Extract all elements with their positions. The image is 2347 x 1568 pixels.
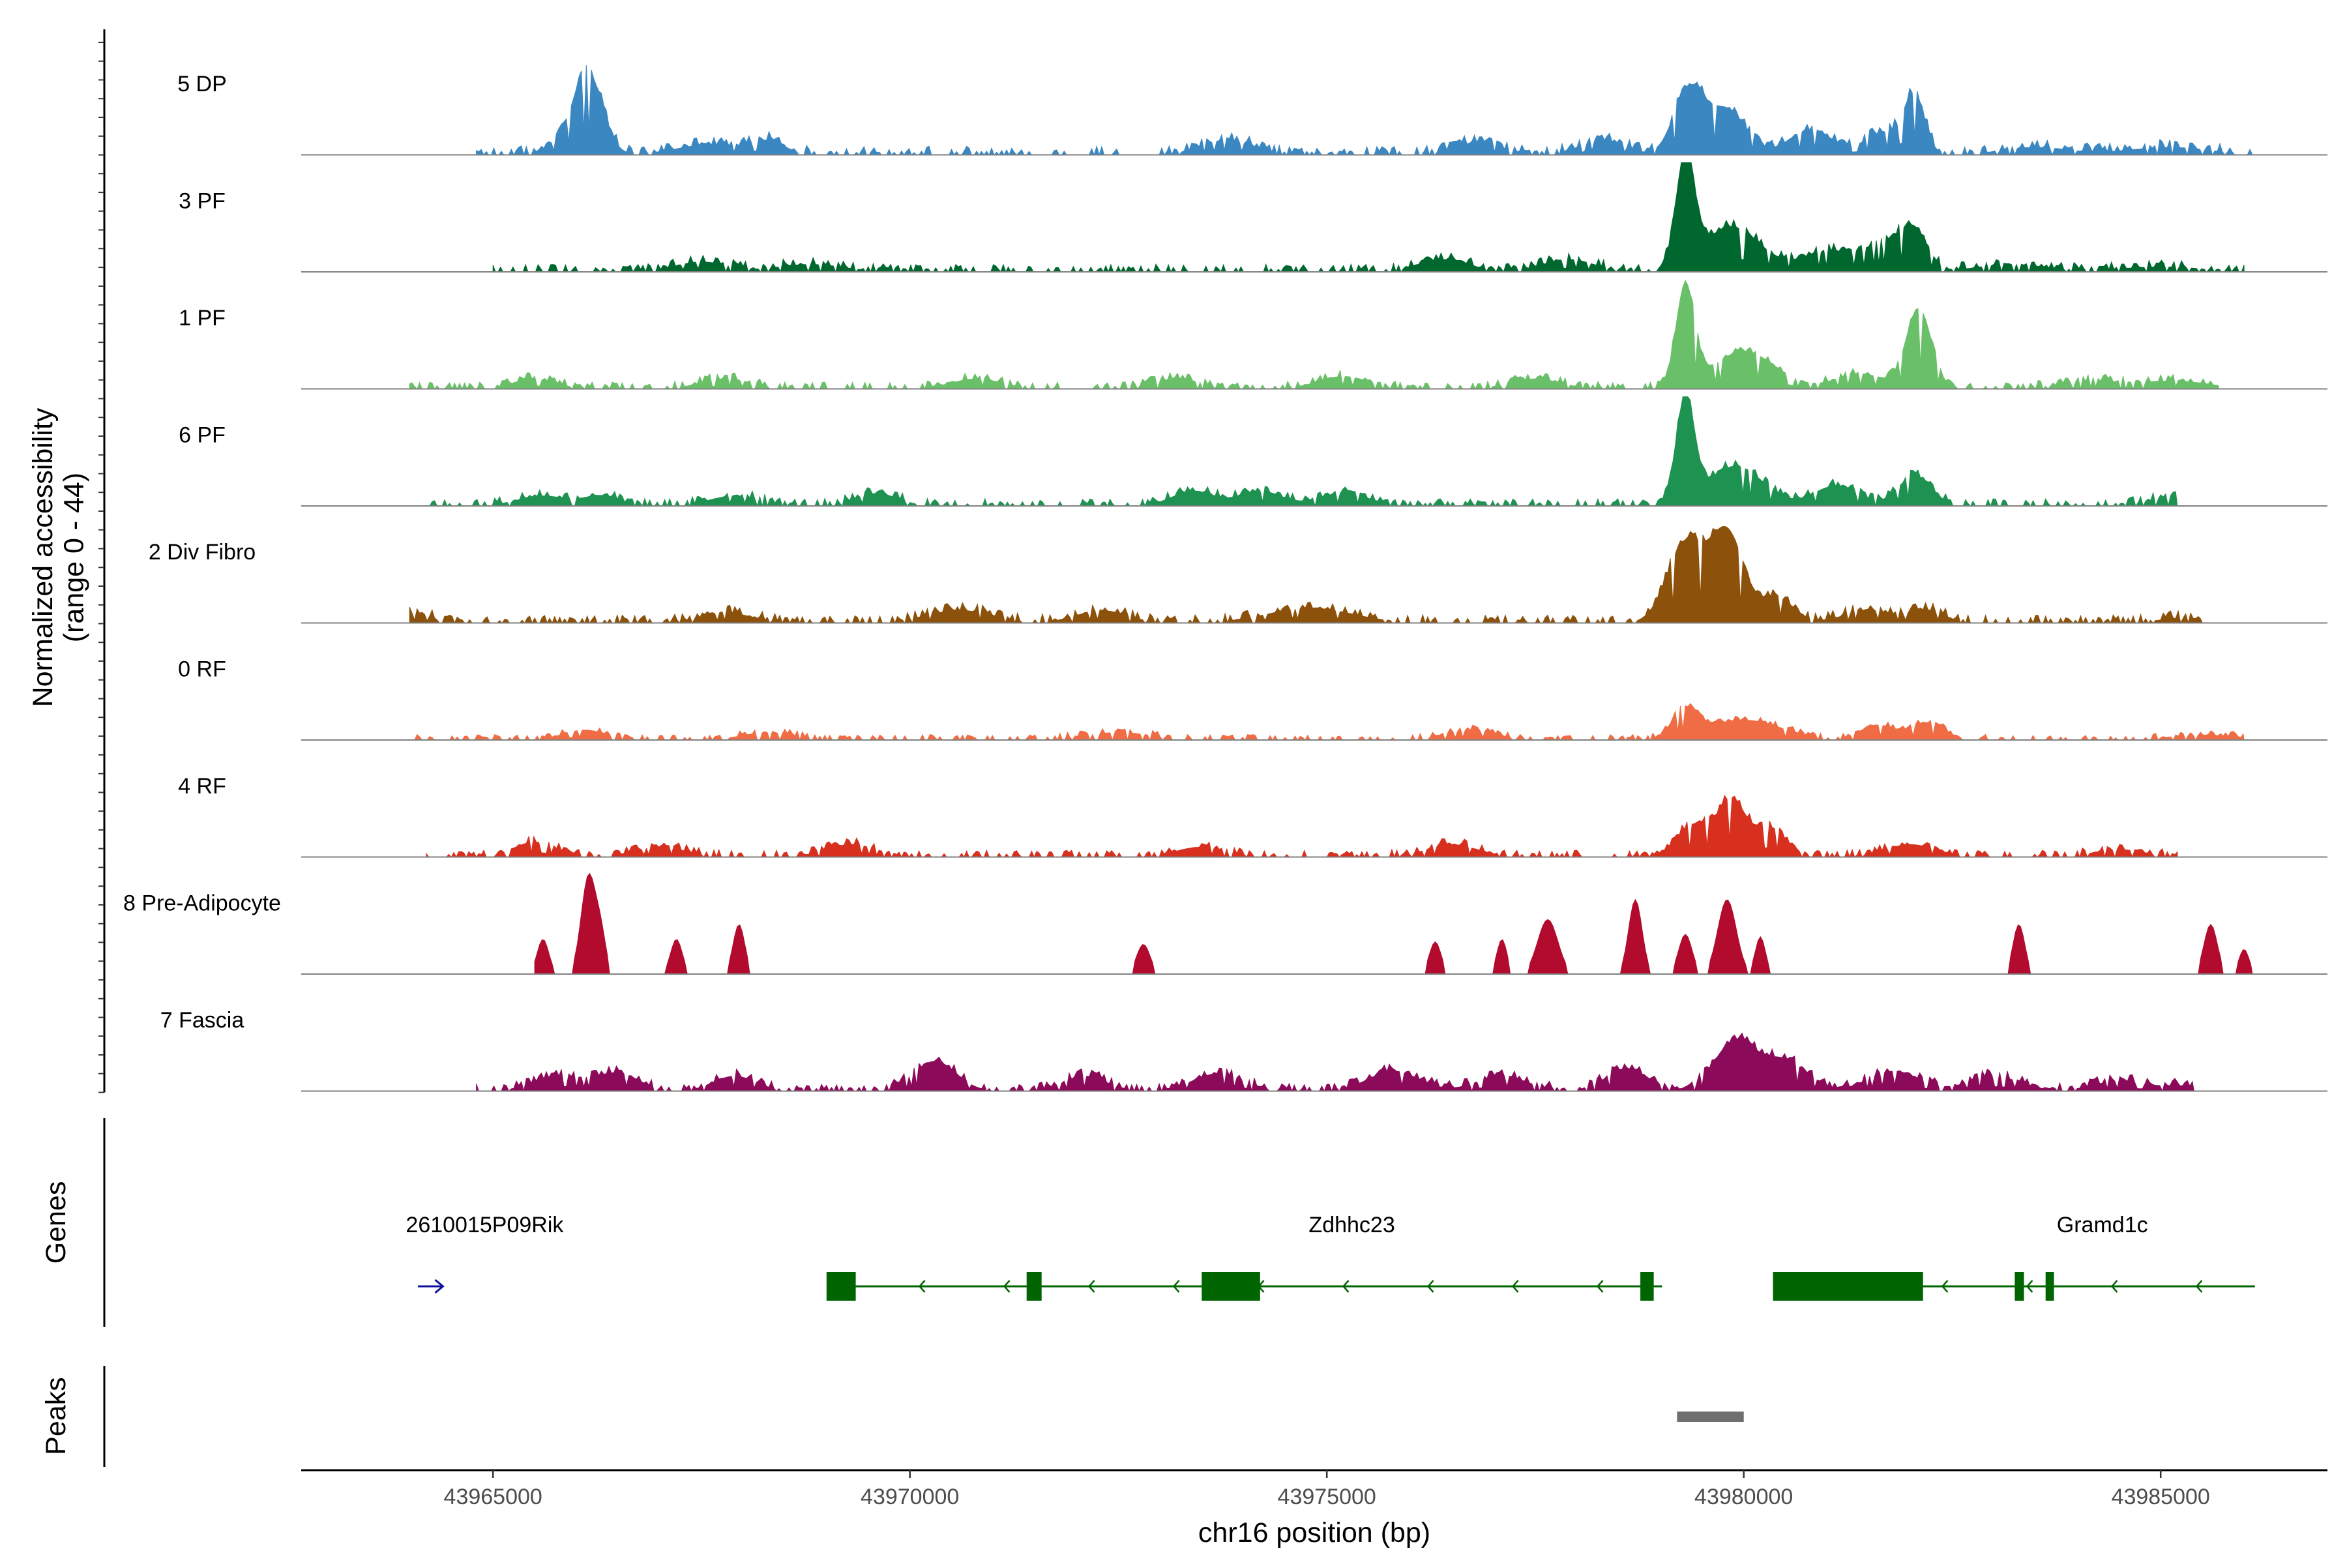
gene-label: 2610015P09Rik [406, 1213, 564, 1237]
track-8-pre-adipocyte: 8 Pre-Adipocyte [123, 872, 2327, 975]
strand-arrow [1596, 1280, 1604, 1293]
strand-arrow [2110, 1280, 2118, 1293]
track-0-rf: 0 RF [178, 657, 2327, 741]
strand-arrow [1511, 1280, 1519, 1293]
coverage-area [426, 794, 2178, 859]
track-label: 4 RF [178, 774, 226, 799]
peaks-panel-label: Peaks [40, 1377, 72, 1455]
track-label: 2 Div Fibro [149, 540, 256, 565]
track-4-rf: 4 RF [178, 774, 2327, 859]
strand-arrow [2026, 1280, 2033, 1293]
gene-gramd1c: Gramd1c [1773, 1213, 2255, 1301]
track-label: 5 DP [177, 72, 227, 96]
track-label: 3 PF [179, 189, 226, 214]
exon [1026, 1272, 1042, 1301]
track-1-pf: 1 PF [179, 280, 2327, 391]
strand-arrow [1087, 1280, 1095, 1293]
exon [826, 1272, 856, 1301]
strand-arrow [1172, 1280, 1180, 1293]
gene-label: Zdhhc23 [1308, 1213, 1395, 1237]
track-label: 0 RF [178, 657, 226, 682]
track-label: 8 Pre-Adipocyte [123, 891, 281, 916]
x-tick-label: 43975000 [1278, 1485, 1376, 1509]
gene-label: Gramd1c [2057, 1213, 2148, 1237]
x-tick-label: 43980000 [1694, 1485, 1793, 1509]
coverage-tracks: 5 DP 3 PF 1 PF 6 PF 2 Div Fibro 0 RF 4 RF 8 Pre… [123, 65, 2327, 1093]
strand-arrow [1342, 1280, 1350, 1293]
y-axis-title-line: (range 0 - 44) [58, 473, 89, 643]
exon [1202, 1272, 1260, 1301]
y-axis-title: Normalized accessibility(range 0 - 44) [27, 407, 89, 707]
strand-arrow [1003, 1280, 1011, 1293]
exon [2015, 1272, 2024, 1301]
coverage-area [409, 280, 2220, 391]
coverage-area [476, 1032, 2194, 1093]
exon [1640, 1272, 1654, 1301]
gene-zdhhc23: Zdhhc23 [826, 1213, 1662, 1301]
strand-arrow [1941, 1280, 1949, 1293]
strand-arrow [918, 1280, 926, 1293]
track-6-pf: 6 PF [179, 396, 2327, 507]
track-5-dp: 5 DP [177, 65, 2327, 156]
track-label: 1 PF [179, 306, 226, 331]
x-axis: 43965000 43970000 43975000 43980000 43985000… [301, 1469, 2327, 1548]
peaks-track: Peaks [40, 1366, 1744, 1467]
x-axis-title: chr16 position (bp) [1198, 1517, 1430, 1548]
track-2-div-fibro: 2 Div Fibro [149, 525, 2327, 625]
x-tick-label: 43970000 [861, 1485, 959, 1509]
strand-arrow [1426, 1280, 1434, 1293]
exon [1773, 1272, 1923, 1301]
coverage-area [409, 525, 2203, 625]
x-tick-label: 43985000 [2112, 1485, 2210, 1509]
strand-arrow [2195, 1280, 2203, 1293]
track-label: 6 PF [179, 423, 226, 448]
genes-panel-label: Genes [40, 1181, 72, 1264]
track-7-fascia: 7 Fascia [160, 1008, 2327, 1093]
track-3-pf: 3 PF [179, 162, 2327, 273]
exon [2045, 1272, 2054, 1301]
coverage-area [409, 396, 2178, 507]
y-axis: Normalized accessibility(range 0 - 44) [27, 29, 106, 1093]
peak-region [1677, 1412, 1744, 1422]
strand-arrow [434, 1279, 445, 1294]
gene-2610015p09rik: 2610015P09Rik [406, 1213, 564, 1294]
genes-track: Genes 2610015P09Rik Zdhhc23 Gramd1c [40, 1118, 2255, 1327]
coverage-area [492, 162, 2245, 273]
track-label: 7 Fascia [160, 1008, 244, 1033]
y-axis-title-line: Normalized accessibility [27, 407, 59, 707]
x-tick-label: 43965000 [444, 1485, 542, 1509]
